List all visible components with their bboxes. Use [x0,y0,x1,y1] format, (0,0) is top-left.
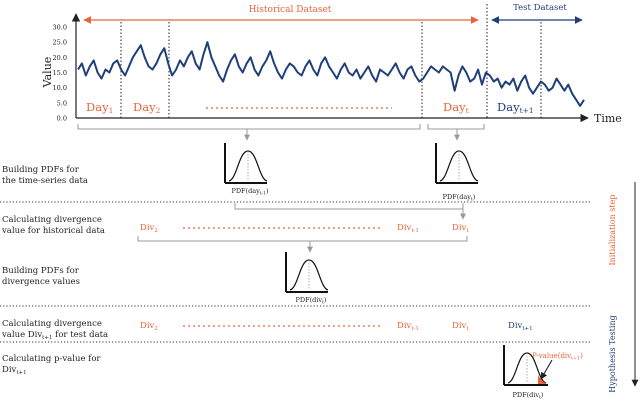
pdf-day-t-icon [435,143,479,184]
dayt1-label: Dayt+1 [497,100,534,115]
bracket-dayt [427,124,485,130]
pvalue-pointer [540,359,553,380]
pdf-day-t-label: PDF(dayt) [443,193,476,203]
divt-test-label: Divt [452,321,469,332]
div-next-label: Divt+1 [508,321,533,332]
y-tick-label: 0.0 [57,115,67,123]
divt1-test-label: Divt-1 [397,321,419,332]
pdf-day-prev-icon [224,143,268,184]
divt-label: Divt [452,223,469,234]
bracket-pdf-pair [234,203,464,210]
pdf-div-test-label: PDF(divt) [513,391,544,401]
bracket-divs [137,236,468,242]
test-dataset-label: Test Dataset [513,3,567,13]
step2-text: Calculating divergence value for histori… [1,215,105,236]
y-tick-label: 30.0 [53,24,67,32]
pdf-div-label: PDF(divt) [296,296,327,306]
step3-text: Building PDFs for divergence values [2,266,81,287]
step1-text: Building PDFs for the time-series data [2,165,88,186]
step4-text: Calculating divergence value Divt+1 for … [1,319,108,341]
div2-label: Div2 [140,223,158,234]
x-axis-label: Time [594,112,622,125]
time-series-line [77,41,585,107]
bracket-historical-prev [77,124,421,130]
hypothesis-label: Hypothesis Testing [608,315,617,392]
y-tick-label: 10.0 [53,84,67,92]
y-axis-label: Value [41,57,54,89]
pvalue-tail [538,375,546,384]
pdf-div-test-icon [503,345,548,386]
day2-label: Day2 [133,100,161,115]
y-tick-label: 5.0 [57,99,67,107]
day1-label: Day1 [86,100,113,115]
div2-test-label: Div2 [140,321,158,332]
dayt-label: Dayt [443,100,469,115]
y-tick-labels: 30.0 25.0 20.0 15.0 10.0 5.0 0.0 [53,24,67,123]
step5-text: Calculating p-value for Divt+1 [2,354,103,376]
pdf-div-icon [285,252,329,293]
divt1-label: Divt-1 [397,223,419,234]
initialization-label: Initialization step [608,195,617,266]
pdf-day-prev-label: PDF(dayt-1) [231,187,269,197]
historical-dataset-label: Historical Dataset [249,5,332,15]
y-tick-label: 20.0 [53,54,67,62]
pvalue-label: P-value(divt+1) [532,352,583,362]
y-tick-label: 15.0 [53,69,67,77]
y-tick-label: 25.0 [53,39,67,47]
